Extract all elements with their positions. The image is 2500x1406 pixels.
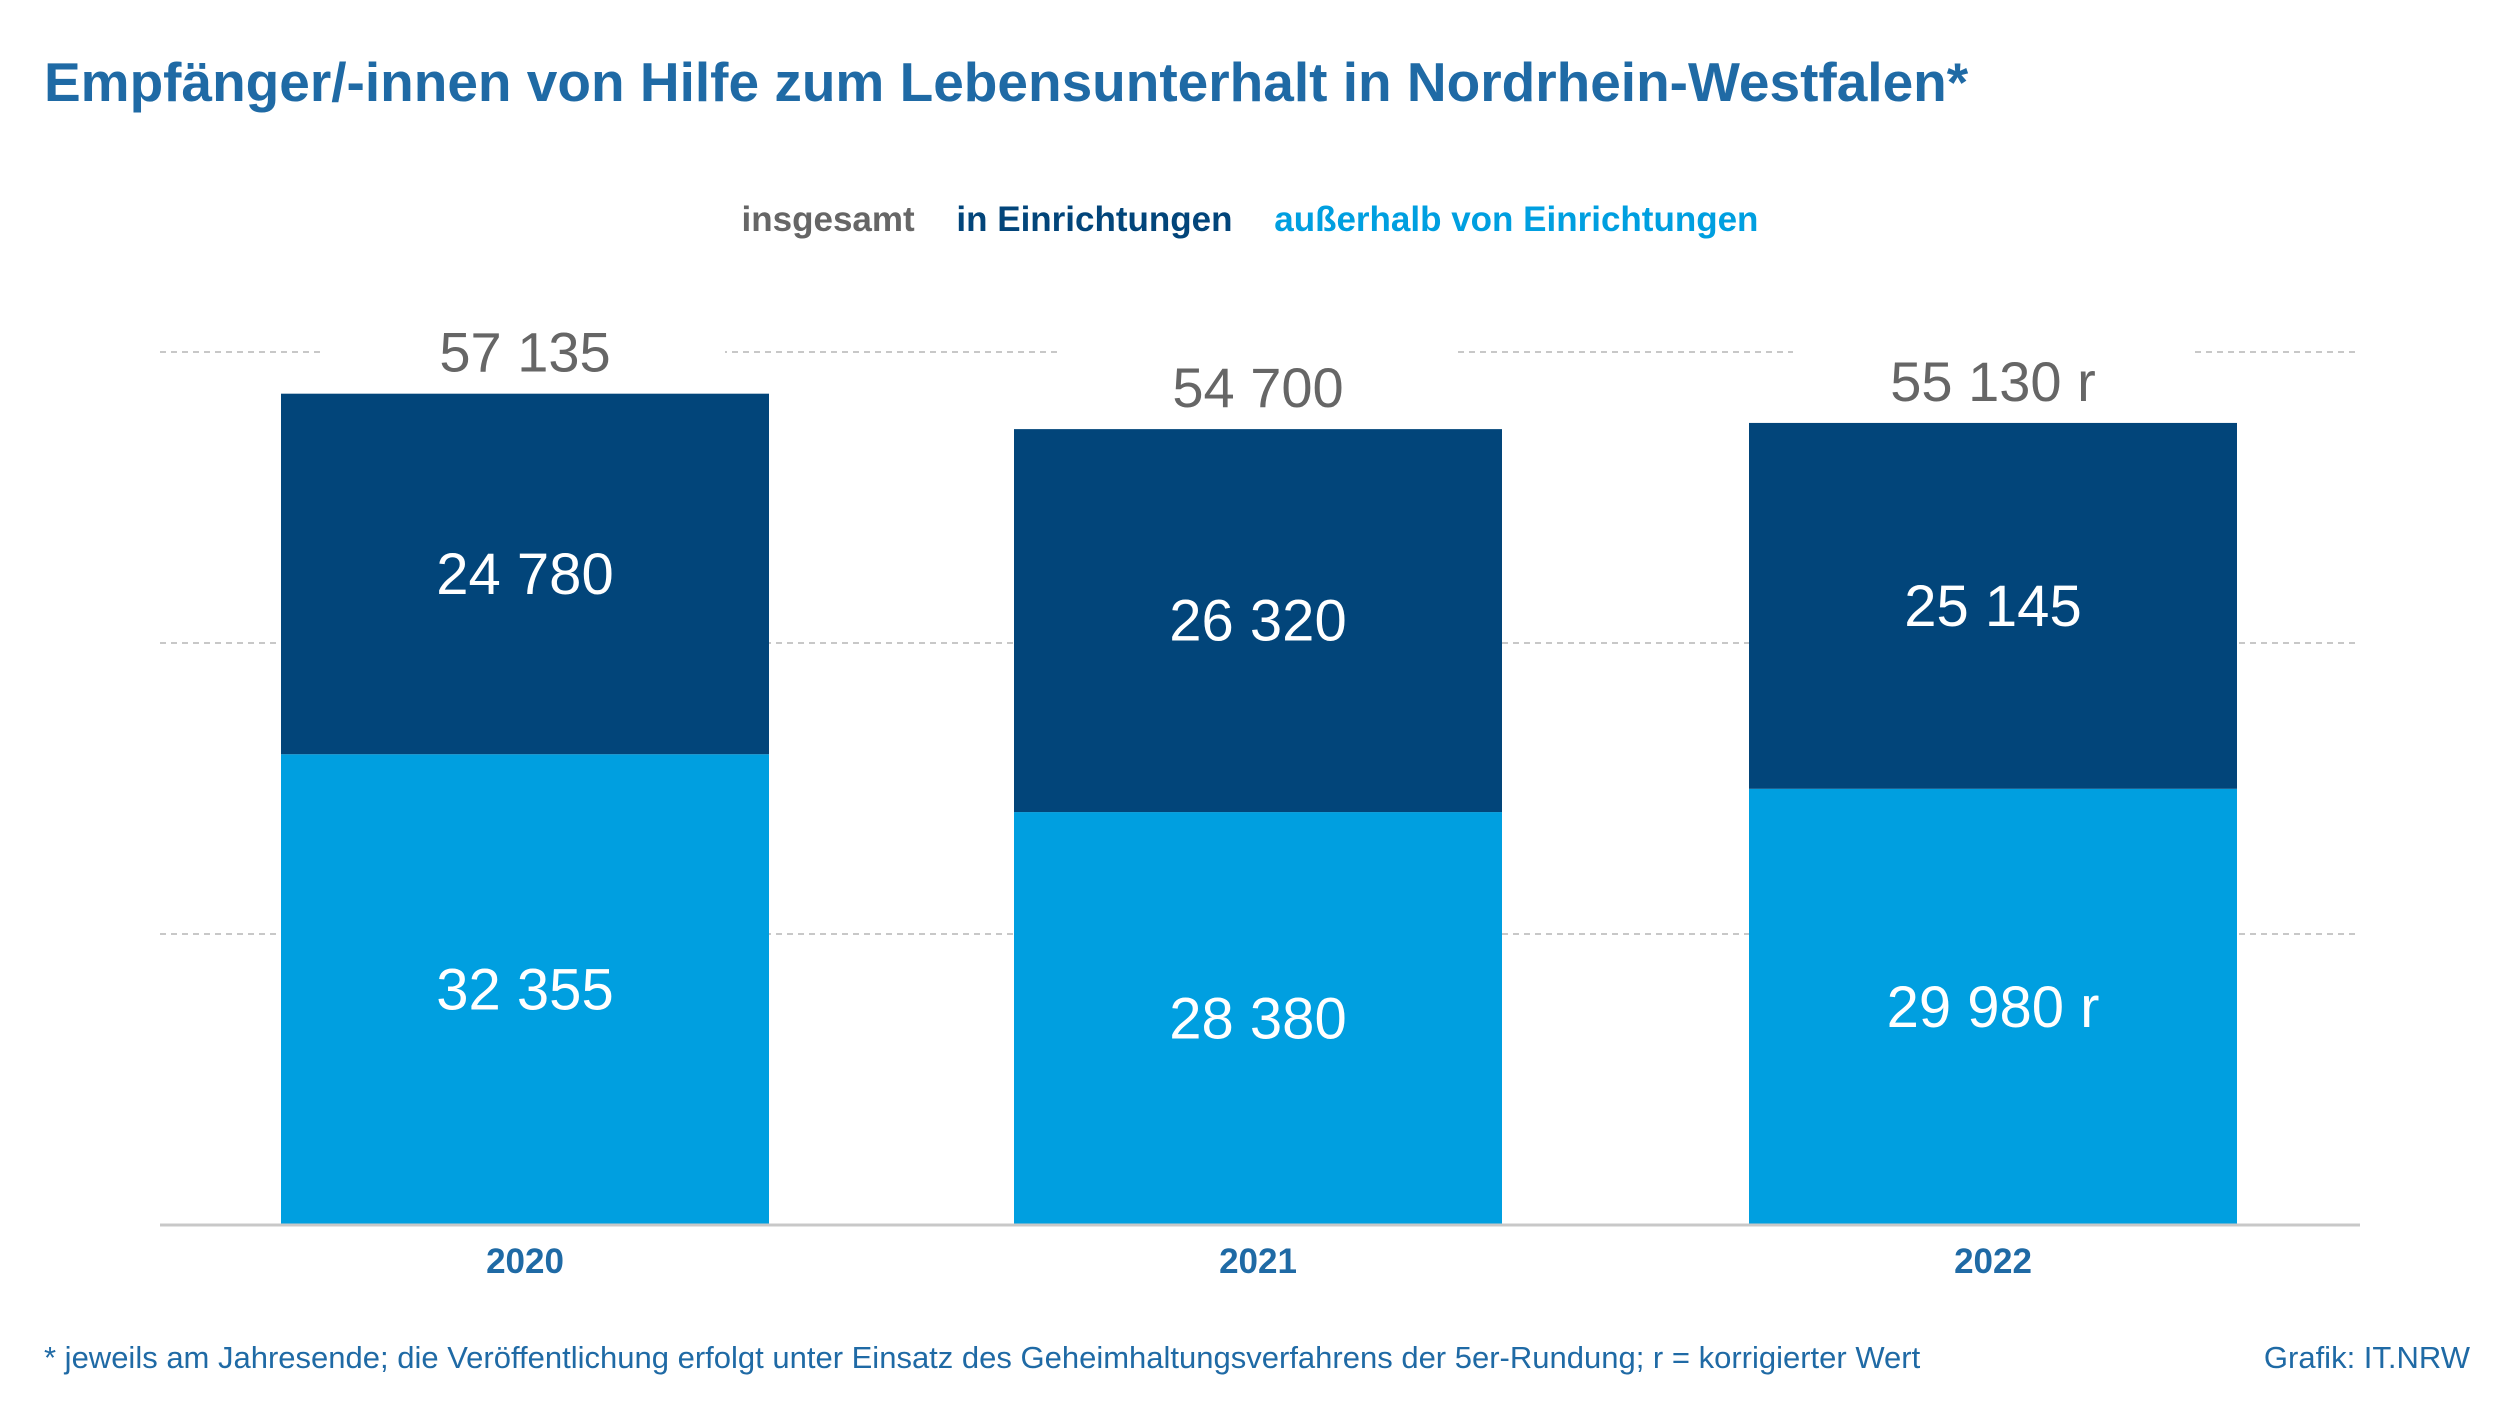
x-tick-label-2020: 2020 [486,1242,564,1281]
legend-item-in-einrichtungen: in Einrichtungen [956,200,1233,239]
total-label-bg-2020 [325,311,725,382]
legend: insgesamt in Einrichtungen außerhalb von… [0,200,2500,240]
bar-in-einrichtungen-2022 [1749,422,2237,789]
data-label-in-einrichtungen-2022: 25 145 [1904,574,2081,639]
bar-ausserhalb-2021 [1014,812,1502,1225]
total-label-2021: 54 700 [1172,356,1343,419]
bar-ausserhalb-2020 [281,754,769,1225]
chart-title: Empfänger/-innen von Hilfe zum Lebensunt… [44,51,1969,113]
bar-ausserhalb-2022 [1749,788,2237,1225]
total-label-2022: 55 130 r [1890,350,2096,413]
source-credit: Grafik: IT.NRW [2263,1340,2470,1375]
total-label-2020: 57 135 [439,321,610,384]
x-tick-label-2022: 2022 [1954,1242,2032,1281]
bar-in-einrichtungen-2020 [281,393,769,755]
legend-item-insgesamt: insgesamt [741,200,915,239]
total-label-bg-2022 [1793,340,2193,411]
data-label-ausserhalb-2022: 29 980 r [1887,975,2100,1040]
data-label-ausserhalb-2020: 32 355 [436,958,613,1023]
legend-item-ausserhalb: außerhalb von Einrichtungen [1274,200,1759,239]
total-label-bg-2021 [1058,347,1458,418]
footnote: * jeweils am Jahresende; die Veröffentli… [44,1340,1921,1375]
data-label-ausserhalb-2021: 28 380 [1169,987,1346,1052]
x-tick-label-2021: 2021 [1219,1242,1297,1281]
data-label-in-einrichtungen-2020: 24 780 [436,542,613,607]
bar-in-einrichtungen-2021 [1014,429,1502,813]
data-label-in-einrichtungen-2021: 26 320 [1169,589,1346,654]
